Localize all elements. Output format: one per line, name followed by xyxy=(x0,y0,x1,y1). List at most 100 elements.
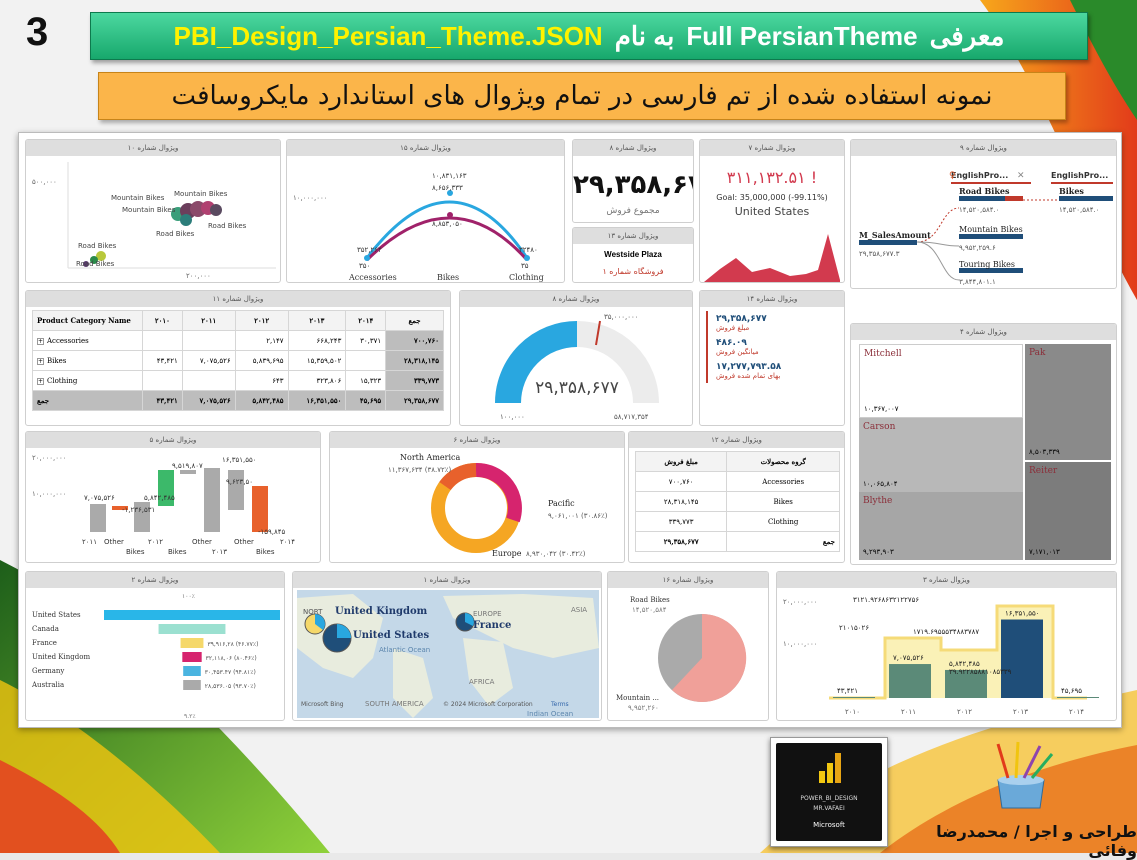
terms-link[interactable]: Terms xyxy=(550,701,569,708)
card-value: ۲۹,۳۵۸,۶۷۷ xyxy=(573,170,693,200)
treemap-cell[interactable]: Carson ۱۰,۰۶۵,۸۰۴ xyxy=(859,418,1023,492)
tile-title: ویژوال شماره ۱۵ xyxy=(287,140,564,156)
column-header[interactable]: ۲۰۱۰ xyxy=(142,310,183,331)
cell-value: ۱۰,۳۶۷,۰۰۷ xyxy=(864,405,899,413)
tile-title: ویژوال شماره ۱ xyxy=(293,572,601,588)
column-header[interactable]: مبلغ فروش xyxy=(634,451,728,472)
pie-slice[interactable] xyxy=(672,613,747,702)
cell: ۳۲۳,۸۰۶ xyxy=(287,370,347,391)
visual-10-scatter[interactable]: ویژوال شماره ۱۰ ۵۰۰,۰۰۰ ۲۰۰,۰۰۰ Mountain… xyxy=(25,139,281,283)
treemap-cell[interactable]: Reiter ۷,۱۷۱,۰۱۳ xyxy=(1025,462,1111,560)
visual-16-pie[interactable]: ویژوال شماره ۱۶ Road Bikes ۱۴,۵۲۰,۵۸۴ Mo… xyxy=(607,571,769,721)
data-label: -۱,۲۳۶,۵۳۱ xyxy=(122,506,155,514)
row-label: Clothing xyxy=(47,376,78,385)
expand-icon[interactable]: + xyxy=(37,337,44,345)
column-header[interactable]: Product Category Name xyxy=(32,310,143,331)
visual-2-funnel[interactable]: ویژوال شماره ۲ ۱۰۰٪ United States Canada F… xyxy=(25,571,285,721)
visual-8-gauge[interactable]: ویژوال شماره ۸ ۲۹,۳۵۸,۶۷۷ ۳۵,۰۰۰,۰۰۰ ۱۰۰… xyxy=(459,290,693,426)
kpi-trend-area xyxy=(704,234,840,282)
funnel-bar[interactable] xyxy=(183,680,201,690)
y-tick: ۲۰,۰۰۰,۰۰۰ xyxy=(783,598,818,606)
data-label: ۸,۶۵۶,۳۳۳ xyxy=(432,184,463,192)
cell: ۳۰,۳۷۱ xyxy=(345,330,387,351)
visual-7-kpi[interactable]: ویژوال شماره ۷ ۳۱۱,۱۳۲.۵۱ ! Goal: 35,000… xyxy=(699,139,845,283)
x-label: Accessories xyxy=(348,273,397,282)
visual-15-line[interactable]: ویژوال شماره ۱۵ ۱۰,۰۰۰,۰۰۰ ۱۰,۸۳۱,۱۶۳ ۸,… xyxy=(286,139,565,283)
cell xyxy=(181,370,236,391)
data-label: ۳۲۴۸۰ xyxy=(519,246,538,254)
cell-label: Carson xyxy=(863,422,896,432)
column-header[interactable]: جمع xyxy=(385,310,444,331)
x-label: Other xyxy=(192,538,212,546)
data-label: ۹,۶۲۳,۵۰ xyxy=(226,478,253,486)
visual-12-table[interactable]: ویژوال شماره ۱۲ گروه محصولات مبلغ فروش Ac… xyxy=(628,431,845,563)
geo-label: NORT xyxy=(303,608,323,616)
visual-4-treemap[interactable]: ویژوال شماره ۴ Mitchell ۱۰,۳۶۷,۰۰۷ Carson… xyxy=(850,323,1117,565)
funnel-bar[interactable] xyxy=(183,666,201,676)
tile-title: ویژوال شماره ۱۱ xyxy=(26,291,450,307)
cell: ۴۳,۴۲۱ xyxy=(142,350,183,371)
y-tick: ۱۰,۰۰۰,۰۰۰ xyxy=(783,640,818,648)
x-label: ۲۰۱۳ xyxy=(1013,708,1028,716)
cell: Accessories xyxy=(726,471,840,492)
column-header[interactable]: ۲۰۱۱ xyxy=(181,310,236,331)
cell: Bikes xyxy=(726,491,840,512)
cell: ۵,۸۳۹,۶۹۵ xyxy=(234,350,289,371)
close-icon[interactable]: ✕ xyxy=(1017,171,1025,181)
y-tick: ۲۰,۰۰۰,۰۰۰ xyxy=(32,454,67,462)
expand-icon[interactable]: + xyxy=(37,357,44,365)
funnel-bar[interactable] xyxy=(104,610,280,620)
funnel-bar[interactable] xyxy=(182,652,202,662)
visual-9-decomp-tree[interactable]: ویژوال شماره ۹ EnglishPro... ♀ ✕ English… xyxy=(850,139,1117,289)
x-label: Clothing xyxy=(509,273,544,282)
funnel-bar[interactable] xyxy=(158,624,226,634)
visual-5-waterfall[interactable]: ویژوال شماره ۵ ۲۰,۰۰۰,۰۰۰ ۱۰,۰۰۰,۰۰۰ ۷,۰… xyxy=(25,431,321,563)
cell-label: Pak xyxy=(1029,348,1046,358)
credit-text: طراحی و اجرا / محمدرضا وفائی xyxy=(936,822,1137,860)
column-header[interactable]: ۲۰۱۳ xyxy=(287,310,347,331)
funnel-bar[interactable] xyxy=(180,638,204,648)
total-cell: ۳۳۹,۷۷۳ xyxy=(385,370,444,391)
cell xyxy=(181,330,236,351)
column-header[interactable]: ۲۰۱۲ xyxy=(234,310,289,331)
combo-bar[interactable] xyxy=(1001,619,1043,698)
visual-6-donut[interactable]: ویژوال شماره ۶ North America ۱۱,۳۶۷,۶۳۴ … xyxy=(329,431,625,563)
expand-icon[interactable]: + xyxy=(37,377,44,385)
kpi-goal: Goal: 35,000,000 (-99.11%) xyxy=(716,193,828,202)
treemap-cell[interactable]: Blythe ۹,۲۹۳,۹۰۳ xyxy=(859,492,1023,560)
x-label: ۲۰۱۱ xyxy=(901,708,916,716)
column-header[interactable]: گروه محصولات xyxy=(726,451,840,472)
treemap-cell[interactable]: Mitchell ۱۰,۳۶۷,۰۰۷ xyxy=(859,344,1023,418)
card-row-label: میانگین فروش xyxy=(716,348,759,356)
logo-text: POWER_BI_DESIGN xyxy=(800,795,858,802)
visual-14-multirow-card[interactable]: ویژوال شماره ۱۴ ۲۹,۳۵۸,۶۷۷ مبلغ فروش ۴۸۶… xyxy=(699,290,845,426)
decomp-tree: EnglishPro... ♀ ✕ EnglishPro... M_SalesA… xyxy=(859,171,1113,286)
combo-bar[interactable] xyxy=(945,669,987,698)
cell: ۷,۰۷۵,۵۲۶ xyxy=(181,350,236,371)
bubble-map[interactable]: NORT United Kingdom United States France… xyxy=(293,588,602,721)
visual-13-card[interactable]: ویژوال شماره ۱۳ Westside Plaza فروشگاه ش… xyxy=(572,227,694,283)
visual-11-matrix[interactable]: ویژوال شماره ۱۱ Product Category Name ۲۰… xyxy=(25,290,451,426)
line-label: ۳۱۲۱.۹۲۶۸۶۳۲۱۲۲۷۵۶ xyxy=(853,596,919,604)
combo-bar[interactable] xyxy=(889,664,931,698)
cell: ۶۶۸,۲۴۳ xyxy=(287,330,347,351)
combo-bar[interactable] xyxy=(833,697,875,698)
gauge-target: ۳۵,۰۰۰,۰۰۰ xyxy=(604,313,639,321)
visual-8-card[interactable]: ویژوال شماره ۸ ۲۹,۳۵۸,۶۷۷ مجموع فروش xyxy=(572,139,694,223)
combo-bar[interactable] xyxy=(1057,697,1099,698)
bing-logo: Microsoft Bing xyxy=(301,701,344,708)
geo-label: ASIA xyxy=(571,606,587,614)
data-label: ۳۵ xyxy=(521,262,529,270)
node-label: Touring Bikes xyxy=(959,260,1015,269)
tile-title: ویژوال شماره ۱۲ xyxy=(629,432,844,448)
segment-value: ۸,۹۳۰,۰۴۲ (۳۰.۴۲٪) xyxy=(526,550,586,558)
donut-chart: North America ۱۱,۳۶۷,۶۳۴ (۳۸.۷۲٪) Pacifi… xyxy=(388,453,608,558)
segment-value: ۱۱,۳۶۷,۶۳۴ (۳۸.۷۲٪) xyxy=(388,466,452,474)
cell xyxy=(345,350,387,371)
visual-1-map[interactable]: ویژوال شماره ۱ NORT United Kingdom Unite… xyxy=(292,571,602,721)
cell: ۱۶,۳۵۱,۵۵۰ xyxy=(287,390,347,411)
cell: ۲,۱۴۷ xyxy=(234,330,289,351)
treemap-cell[interactable]: Pak ۸,۵۰۳,۳۳۹ xyxy=(1025,344,1111,460)
column-header[interactable]: ۲۰۱۴ xyxy=(345,310,387,331)
visual-3-combo[interactable]: ویژوال شماره ۳ ۲۰,۰۰۰,۰۰۰ ۱۰,۰۰۰,۰۰۰ ۴۳,… xyxy=(776,571,1117,721)
